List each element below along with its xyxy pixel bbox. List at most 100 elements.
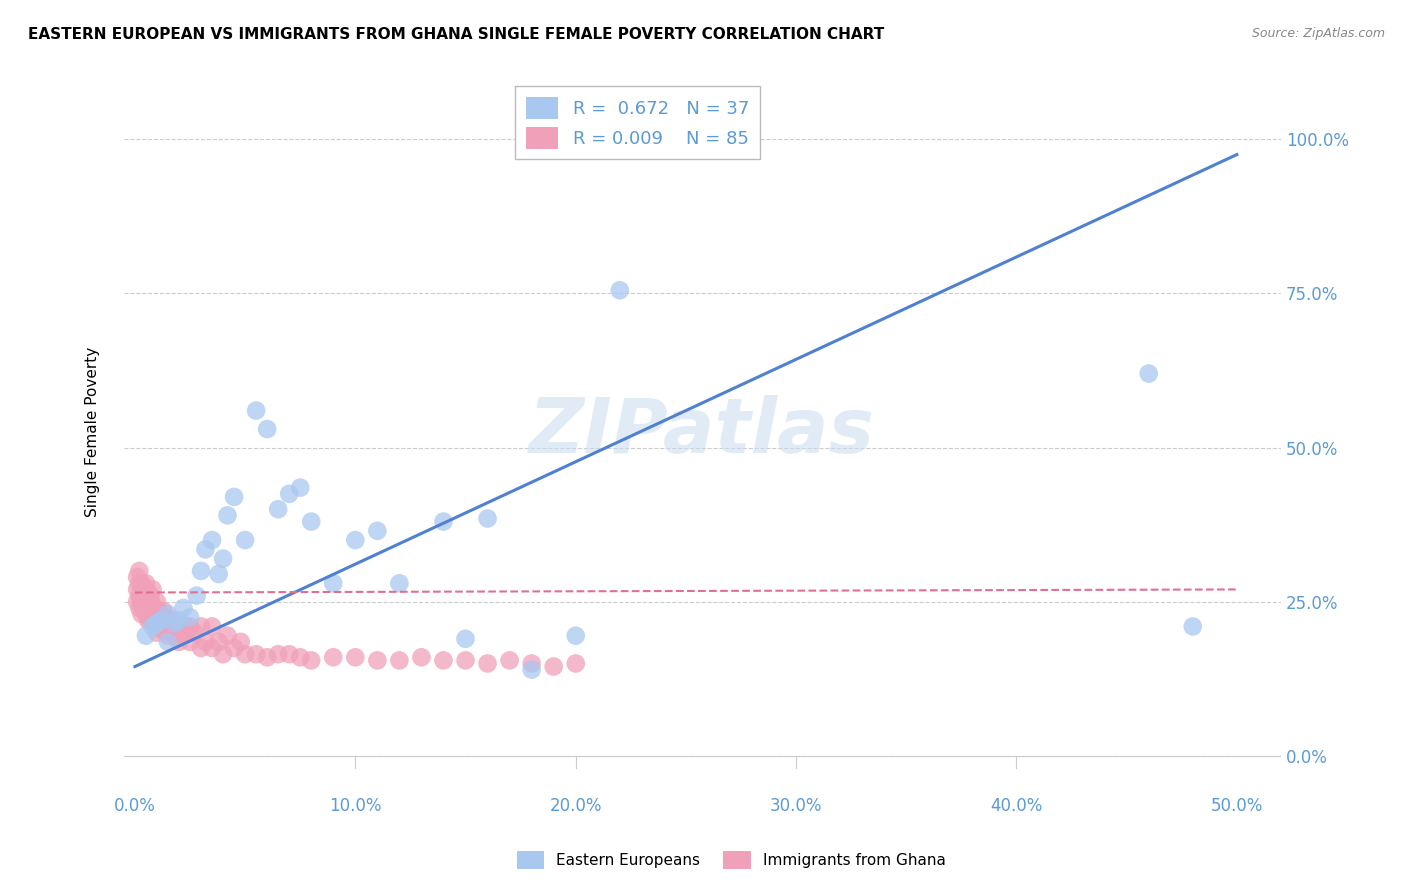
Point: [127, 595, 149, 609]
Point: [174, 619, 197, 633]
Point: [172, 601, 194, 615]
Point: [290, 650, 312, 665]
Point: [454, 653, 477, 667]
Point: [543, 659, 565, 673]
Point: [217, 629, 239, 643]
Point: [194, 635, 217, 649]
Point: [127, 570, 149, 584]
Point: [167, 619, 190, 633]
Point: [128, 589, 150, 603]
Point: [139, 613, 162, 627]
Point: [245, 403, 267, 417]
Point: [128, 576, 150, 591]
Point: [135, 629, 157, 643]
Point: [148, 619, 170, 633]
Point: [162, 625, 184, 640]
Point: [477, 657, 499, 671]
Point: [179, 619, 201, 633]
Point: [609, 283, 631, 297]
Point: [217, 508, 239, 523]
Point: [432, 515, 454, 529]
Point: [143, 601, 166, 615]
Point: [142, 619, 165, 633]
Point: [150, 623, 173, 637]
Point: [520, 657, 543, 671]
Point: [208, 567, 231, 582]
Point: [163, 616, 186, 631]
Point: [208, 635, 231, 649]
Point: [128, 564, 150, 578]
Point: [170, 625, 193, 640]
Point: [172, 629, 194, 643]
Text: EASTERN EUROPEAN VS IMMIGRANTS FROM GHANA SINGLE FEMALE POVERTY CORRELATION CHAR: EASTERN EUROPEAN VS IMMIGRANTS FROM GHAN…: [28, 27, 884, 42]
Point: [454, 632, 477, 646]
Point: [163, 629, 186, 643]
Point: [162, 613, 184, 627]
Point: [212, 551, 235, 566]
Point: [388, 576, 411, 591]
Point: [477, 511, 499, 525]
Point: [128, 601, 150, 615]
Point: [190, 641, 212, 656]
Point: [155, 623, 177, 637]
Point: [411, 650, 433, 665]
Point: [156, 635, 179, 649]
Point: [278, 647, 301, 661]
Point: [135, 607, 157, 621]
Point: [299, 515, 322, 529]
Point: [224, 490, 246, 504]
Point: [498, 653, 520, 667]
Point: [152, 616, 174, 631]
Point: [1181, 619, 1204, 633]
Point: [256, 422, 278, 436]
Point: [179, 610, 201, 624]
Point: [520, 663, 543, 677]
Point: [432, 653, 454, 667]
Point: [201, 619, 224, 633]
Text: Source: ZipAtlas.com: Source: ZipAtlas.com: [1251, 27, 1385, 40]
Point: [163, 616, 186, 631]
Point: [136, 598, 159, 612]
Point: [167, 635, 190, 649]
Point: [183, 625, 205, 640]
Point: [146, 616, 169, 631]
Point: [167, 613, 190, 627]
Point: [190, 564, 212, 578]
Point: [152, 604, 174, 618]
Point: [233, 533, 256, 547]
Point: [1137, 367, 1160, 381]
Point: [132, 591, 155, 606]
Point: [224, 641, 246, 656]
Point: [256, 650, 278, 665]
Point: [299, 653, 322, 667]
Point: [179, 635, 201, 649]
Point: [322, 650, 344, 665]
Point: [186, 589, 208, 603]
Point: [150, 613, 173, 627]
Point: [156, 629, 179, 643]
Point: [142, 598, 165, 612]
Point: [564, 657, 586, 671]
Point: [190, 619, 212, 633]
Point: [143, 616, 166, 631]
Point: [194, 542, 217, 557]
Point: [139, 589, 162, 603]
Point: [136, 613, 159, 627]
Point: [146, 610, 169, 624]
Point: [156, 613, 179, 627]
Point: [142, 610, 165, 624]
Point: [150, 607, 173, 621]
Point: [564, 629, 586, 643]
Point: [131, 595, 153, 609]
Point: [233, 647, 256, 661]
Point: [229, 635, 252, 649]
Point: [344, 650, 367, 665]
Legend: R =  0.672   N = 37, R = 0.009    N = 85: R = 0.672 N = 37, R = 0.009 N = 85: [515, 87, 759, 160]
Point: [366, 524, 388, 538]
Point: [366, 653, 388, 667]
Point: [148, 604, 170, 618]
Point: [131, 589, 153, 603]
Point: [136, 585, 159, 599]
Point: [201, 641, 224, 656]
Y-axis label: Single Female Poverty: Single Female Poverty: [86, 347, 100, 517]
